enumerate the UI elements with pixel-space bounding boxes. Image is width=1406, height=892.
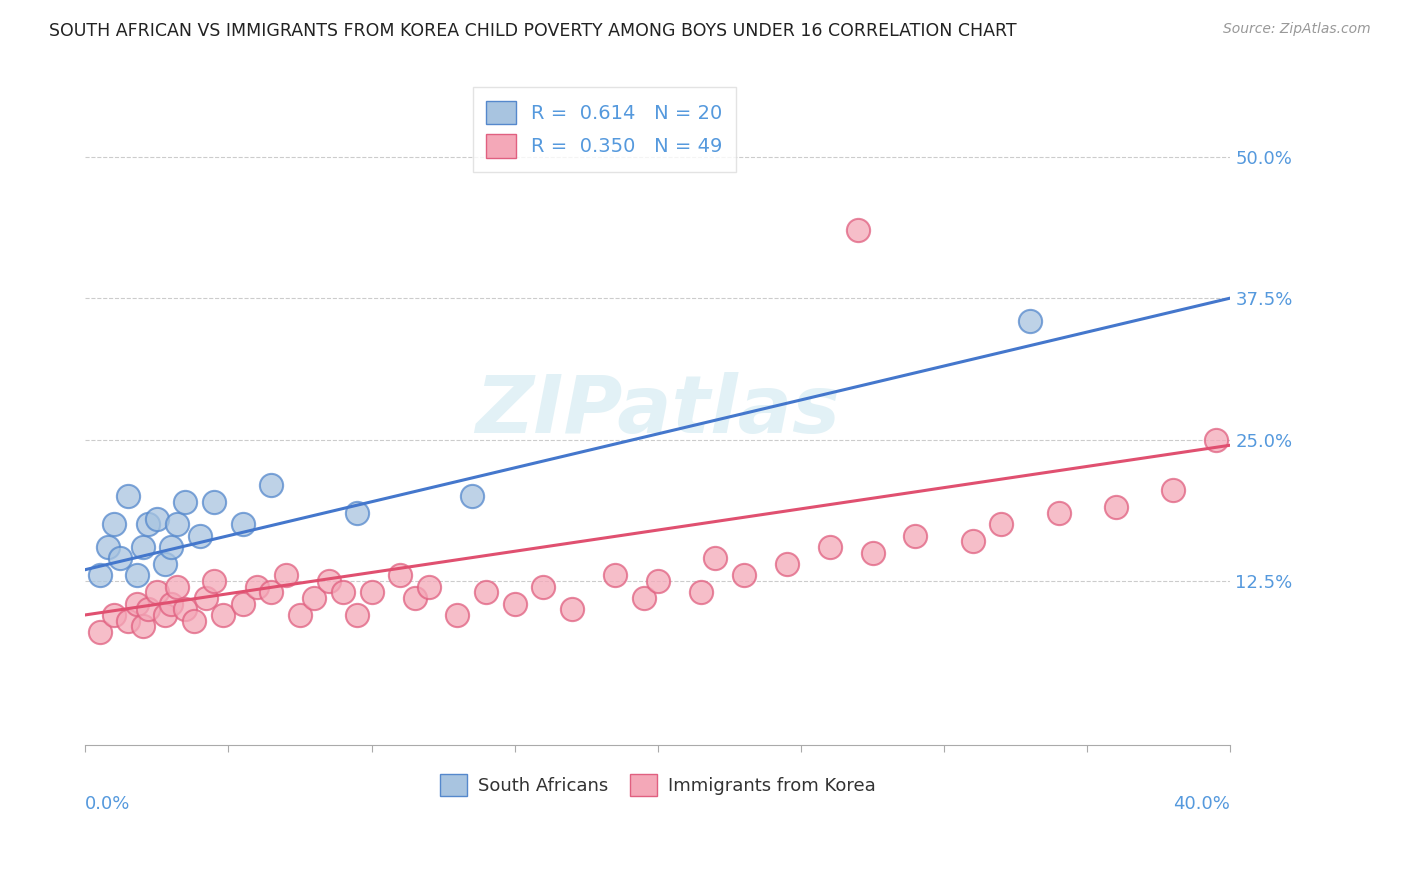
Point [146, 512, 169, 526]
Text: 0.0%: 0.0% [86, 795, 131, 814]
Point [346, 607, 368, 622]
Point [404, 591, 426, 605]
Point [117, 489, 139, 503]
Point [603, 568, 626, 582]
Point [108, 551, 131, 566]
Point [97, 540, 120, 554]
Point [274, 568, 297, 582]
Text: Source: ZipAtlas.com: Source: ZipAtlas.com [1223, 22, 1371, 37]
Point [131, 619, 153, 633]
Point [211, 607, 233, 622]
Point [1161, 483, 1184, 498]
Point [117, 614, 139, 628]
Point [360, 585, 382, 599]
Point [174, 602, 197, 616]
Point [1105, 500, 1128, 515]
Point [188, 529, 211, 543]
Point [194, 591, 217, 605]
Point [160, 597, 183, 611]
Point [561, 602, 583, 616]
Point [183, 614, 205, 628]
Point [862, 546, 884, 560]
Point [155, 557, 177, 571]
Point [962, 534, 984, 549]
Point [775, 557, 797, 571]
Point [174, 495, 197, 509]
Point [1019, 314, 1042, 328]
Point [818, 540, 841, 554]
Point [904, 529, 927, 543]
Point [160, 540, 183, 554]
Point [1205, 433, 1227, 447]
Point [202, 495, 225, 509]
Point [103, 517, 125, 532]
Text: SOUTH AFRICAN VS IMMIGRANTS FROM KOREA CHILD POVERTY AMONG BOYS UNDER 16 CORRELA: SOUTH AFRICAN VS IMMIGRANTS FROM KOREA C… [49, 22, 1017, 40]
Point [288, 607, 311, 622]
Point [318, 574, 340, 588]
Point [647, 574, 669, 588]
Point [446, 607, 468, 622]
Point [990, 517, 1012, 532]
Point [733, 568, 755, 582]
Point [346, 506, 368, 520]
Point [1047, 506, 1070, 520]
Point [103, 607, 125, 622]
Point [260, 477, 283, 491]
Point [89, 624, 111, 639]
Point [633, 591, 655, 605]
Legend: South Africans, Immigrants from Korea: South Africans, Immigrants from Korea [433, 766, 883, 803]
Point [232, 597, 254, 611]
Point [136, 517, 159, 532]
Text: ZIPatlas: ZIPatlas [475, 372, 841, 450]
Point [389, 568, 412, 582]
Point [125, 597, 148, 611]
Point [125, 568, 148, 582]
Point [166, 517, 188, 532]
Point [246, 580, 269, 594]
Point [704, 551, 727, 566]
Point [461, 489, 484, 503]
Point [155, 607, 177, 622]
Point [332, 585, 354, 599]
Point [304, 591, 326, 605]
Point [232, 517, 254, 532]
Point [131, 540, 153, 554]
Point [146, 585, 169, 599]
Text: 40.0%: 40.0% [1174, 795, 1230, 814]
Point [136, 602, 159, 616]
Point [260, 585, 283, 599]
Point [503, 597, 526, 611]
Point [475, 585, 498, 599]
Point [531, 580, 554, 594]
Point [166, 580, 188, 594]
Point [418, 580, 440, 594]
Point [689, 585, 711, 599]
Point [89, 568, 111, 582]
Point [202, 574, 225, 588]
Point [846, 223, 869, 237]
